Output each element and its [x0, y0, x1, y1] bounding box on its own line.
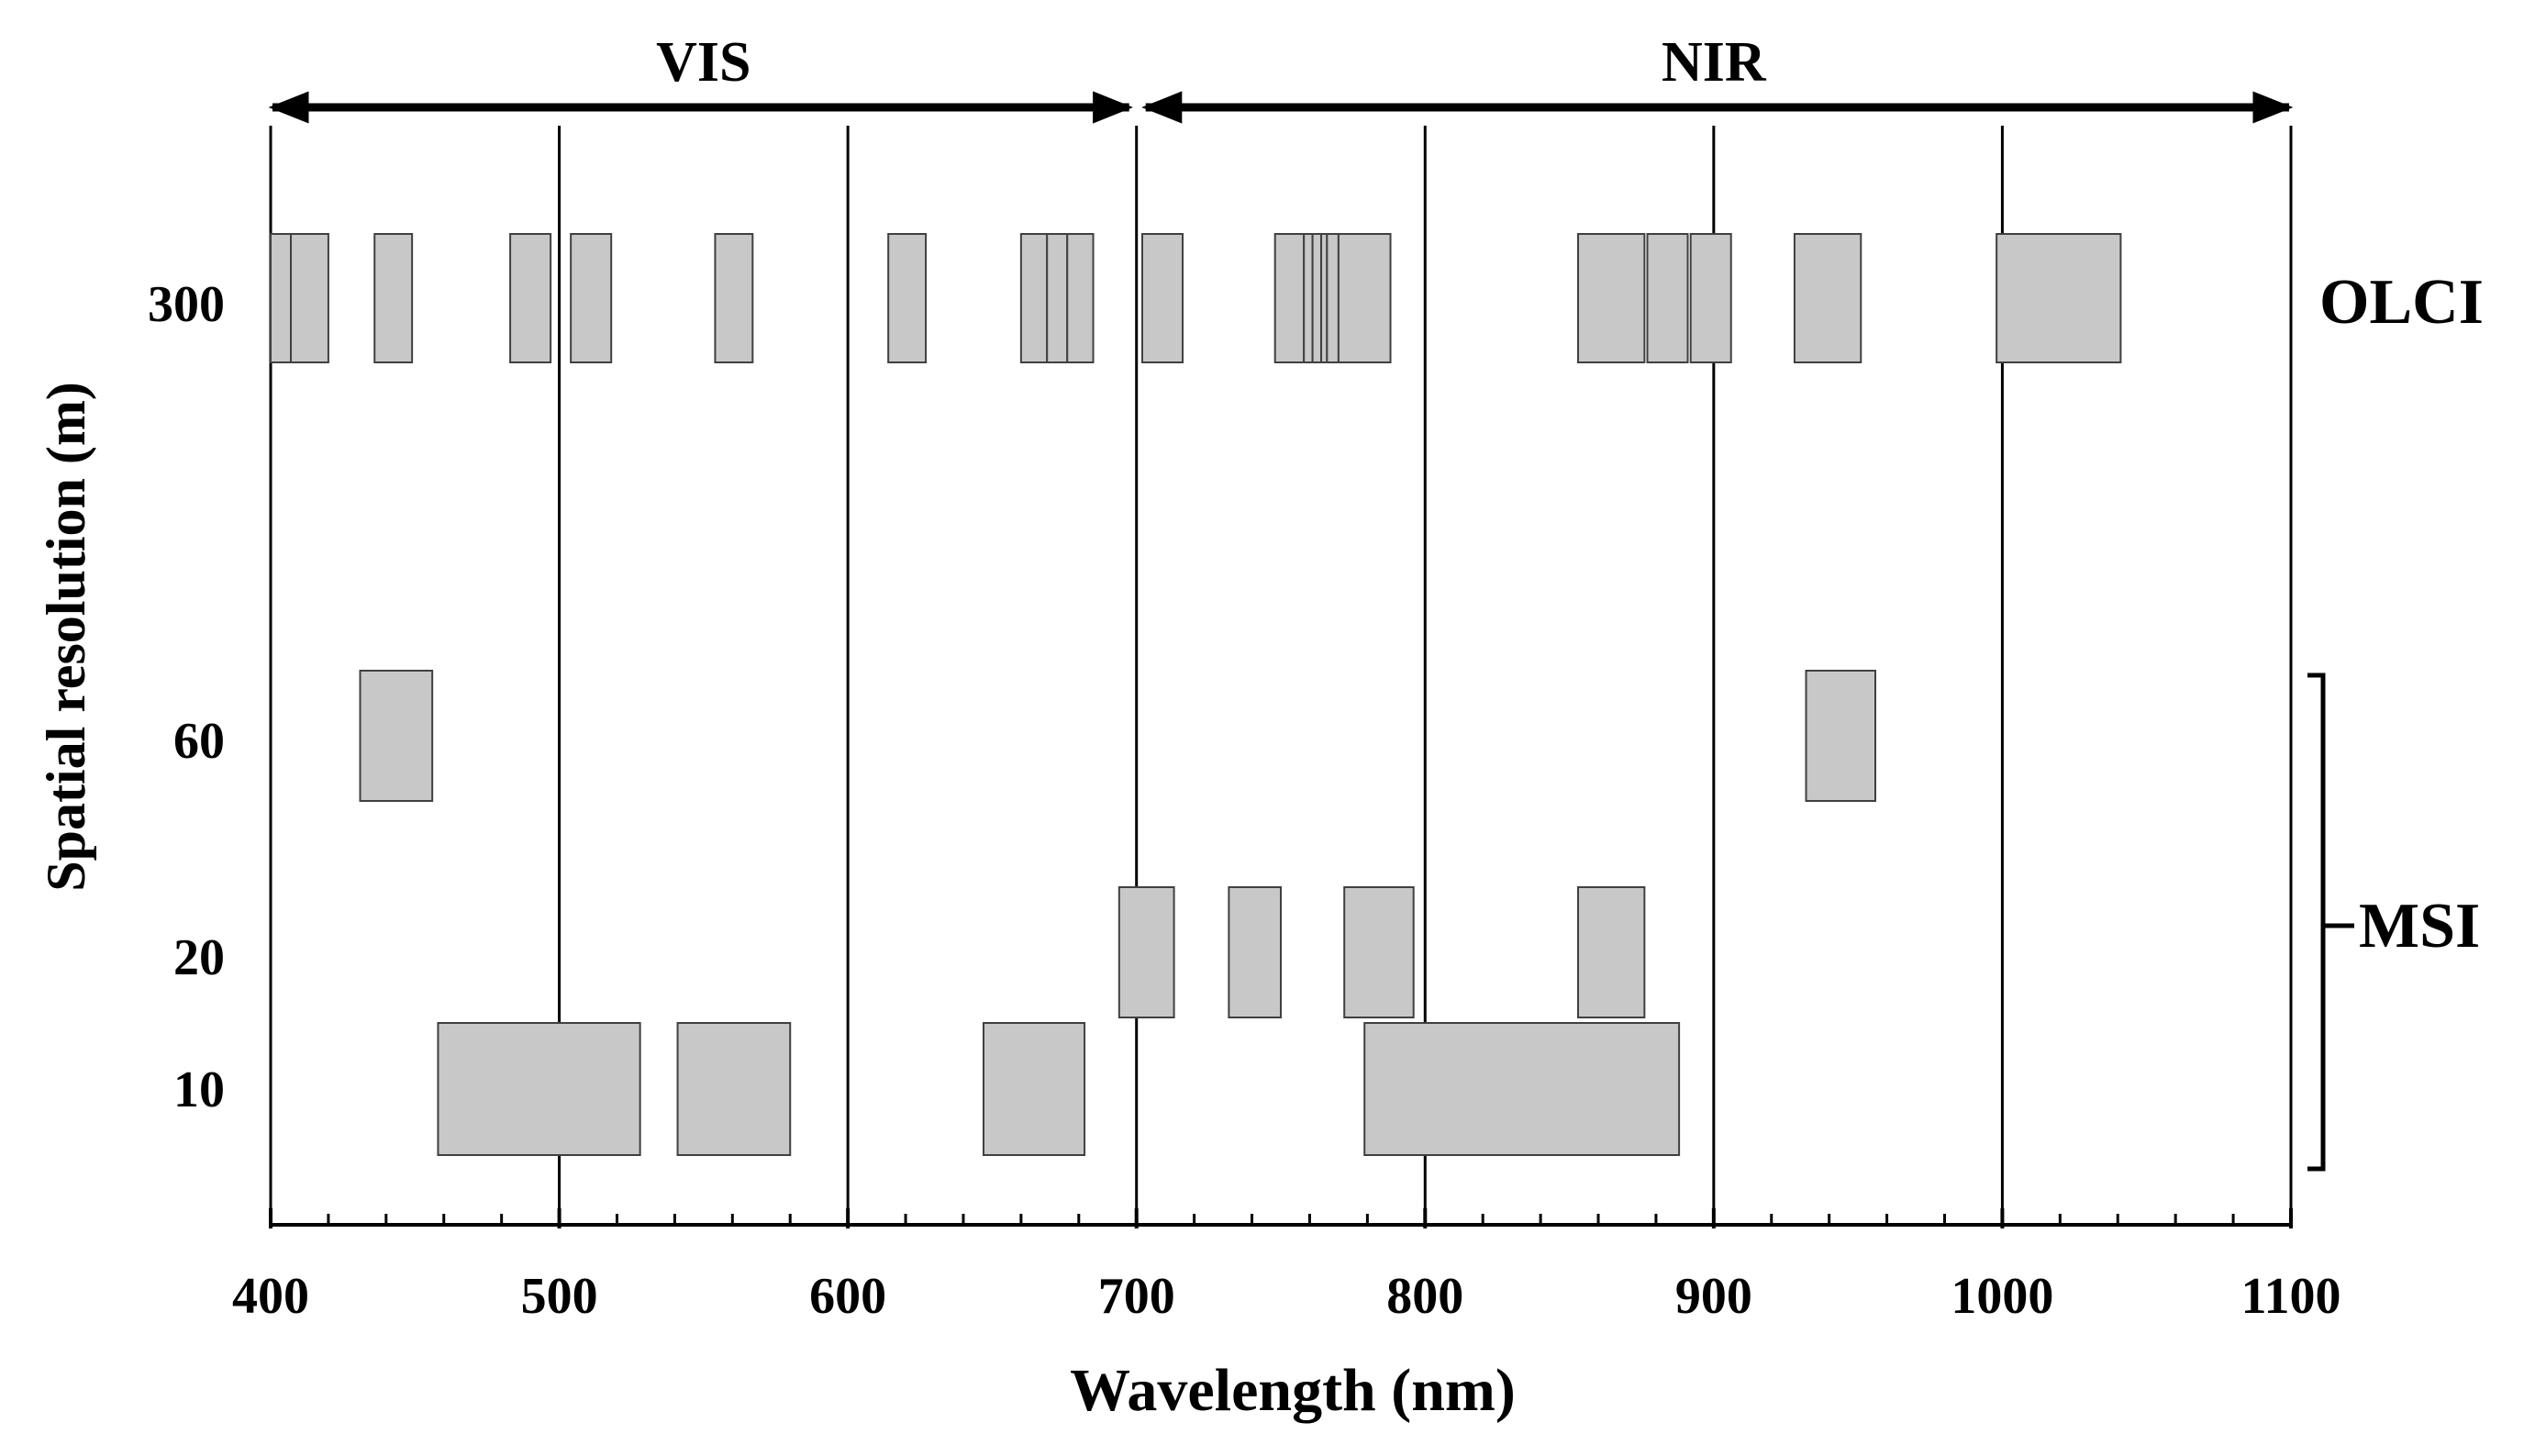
x-tick-label: 500 [521, 1268, 598, 1325]
region-label-vis: VIS [656, 31, 750, 94]
olci-band [1689, 233, 1732, 363]
x-tick-label: 1100 [2241, 1268, 2341, 1325]
x-tick-label: 600 [809, 1268, 886, 1325]
msi-bracket-line [2307, 672, 2326, 1172]
msi-band-10m [982, 1022, 1086, 1156]
olci-band [570, 233, 613, 363]
olci-band [887, 233, 928, 363]
y-tick-label: 10 [173, 1061, 225, 1118]
msi-band-20m [1577, 886, 1646, 1018]
msi-band-20m [1228, 886, 1283, 1018]
msi-band-60m [1805, 670, 1877, 802]
msi-band-20m [1117, 886, 1175, 1018]
olci-band [1303, 233, 1314, 363]
olci-band [509, 233, 552, 363]
y-tick-label: 300 [148, 276, 225, 333]
x-tick-label: 400 [232, 1268, 309, 1325]
olci-band [1066, 233, 1095, 363]
axes: 400 500 600 700 800 900 1000 1100 300 60 20 10 [148, 276, 2340, 1325]
region-label-nir: NIR [1662, 31, 1767, 94]
y-tick-label: 20 [173, 929, 225, 986]
y-axis-title: Spatial resolution (m) [36, 382, 96, 892]
olci-band [1337, 233, 1392, 363]
olci-band [1577, 233, 1646, 363]
x-tick-label: 700 [1098, 1268, 1175, 1325]
msi-band-20m [1343, 886, 1415, 1018]
olci-band [714, 233, 754, 363]
spectral-regions: VIS NIR [268, 31, 2294, 124]
olci-band [1646, 233, 1689, 363]
msi-sensor-label: MSI [2359, 891, 2480, 961]
olci-band [1996, 233, 2122, 363]
olci-band [1326, 233, 1340, 363]
olci-band [373, 233, 414, 363]
vertical-gridlines [269, 126, 2293, 1225]
x-tick-label: 900 [1675, 1268, 1752, 1325]
olci-band [1046, 233, 1069, 363]
msi-bracket [2307, 672, 2354, 1172]
y-tick-label: 60 [173, 713, 225, 770]
x-tick-label: 1000 [1951, 1268, 2053, 1325]
band-rectangles [270, 233, 2122, 1156]
olci-sensor-label: OLCI [2319, 267, 2484, 338]
olci-band [1141, 233, 1184, 363]
olci-band [1311, 233, 1323, 363]
msi-band-60m [359, 670, 434, 802]
x-tick-label: 800 [1386, 1268, 1463, 1325]
msi-band-10m [437, 1022, 641, 1156]
olci-band [1019, 233, 1049, 363]
olci-band [1273, 233, 1306, 363]
olci-band [1793, 233, 1862, 363]
olci-band [290, 233, 329, 363]
x-axis-title: Wavelength (nm) [1070, 1357, 1516, 1424]
msi-band-10m [1363, 1022, 1681, 1156]
msi-band-10m [676, 1022, 792, 1156]
olci-band [270, 233, 293, 363]
